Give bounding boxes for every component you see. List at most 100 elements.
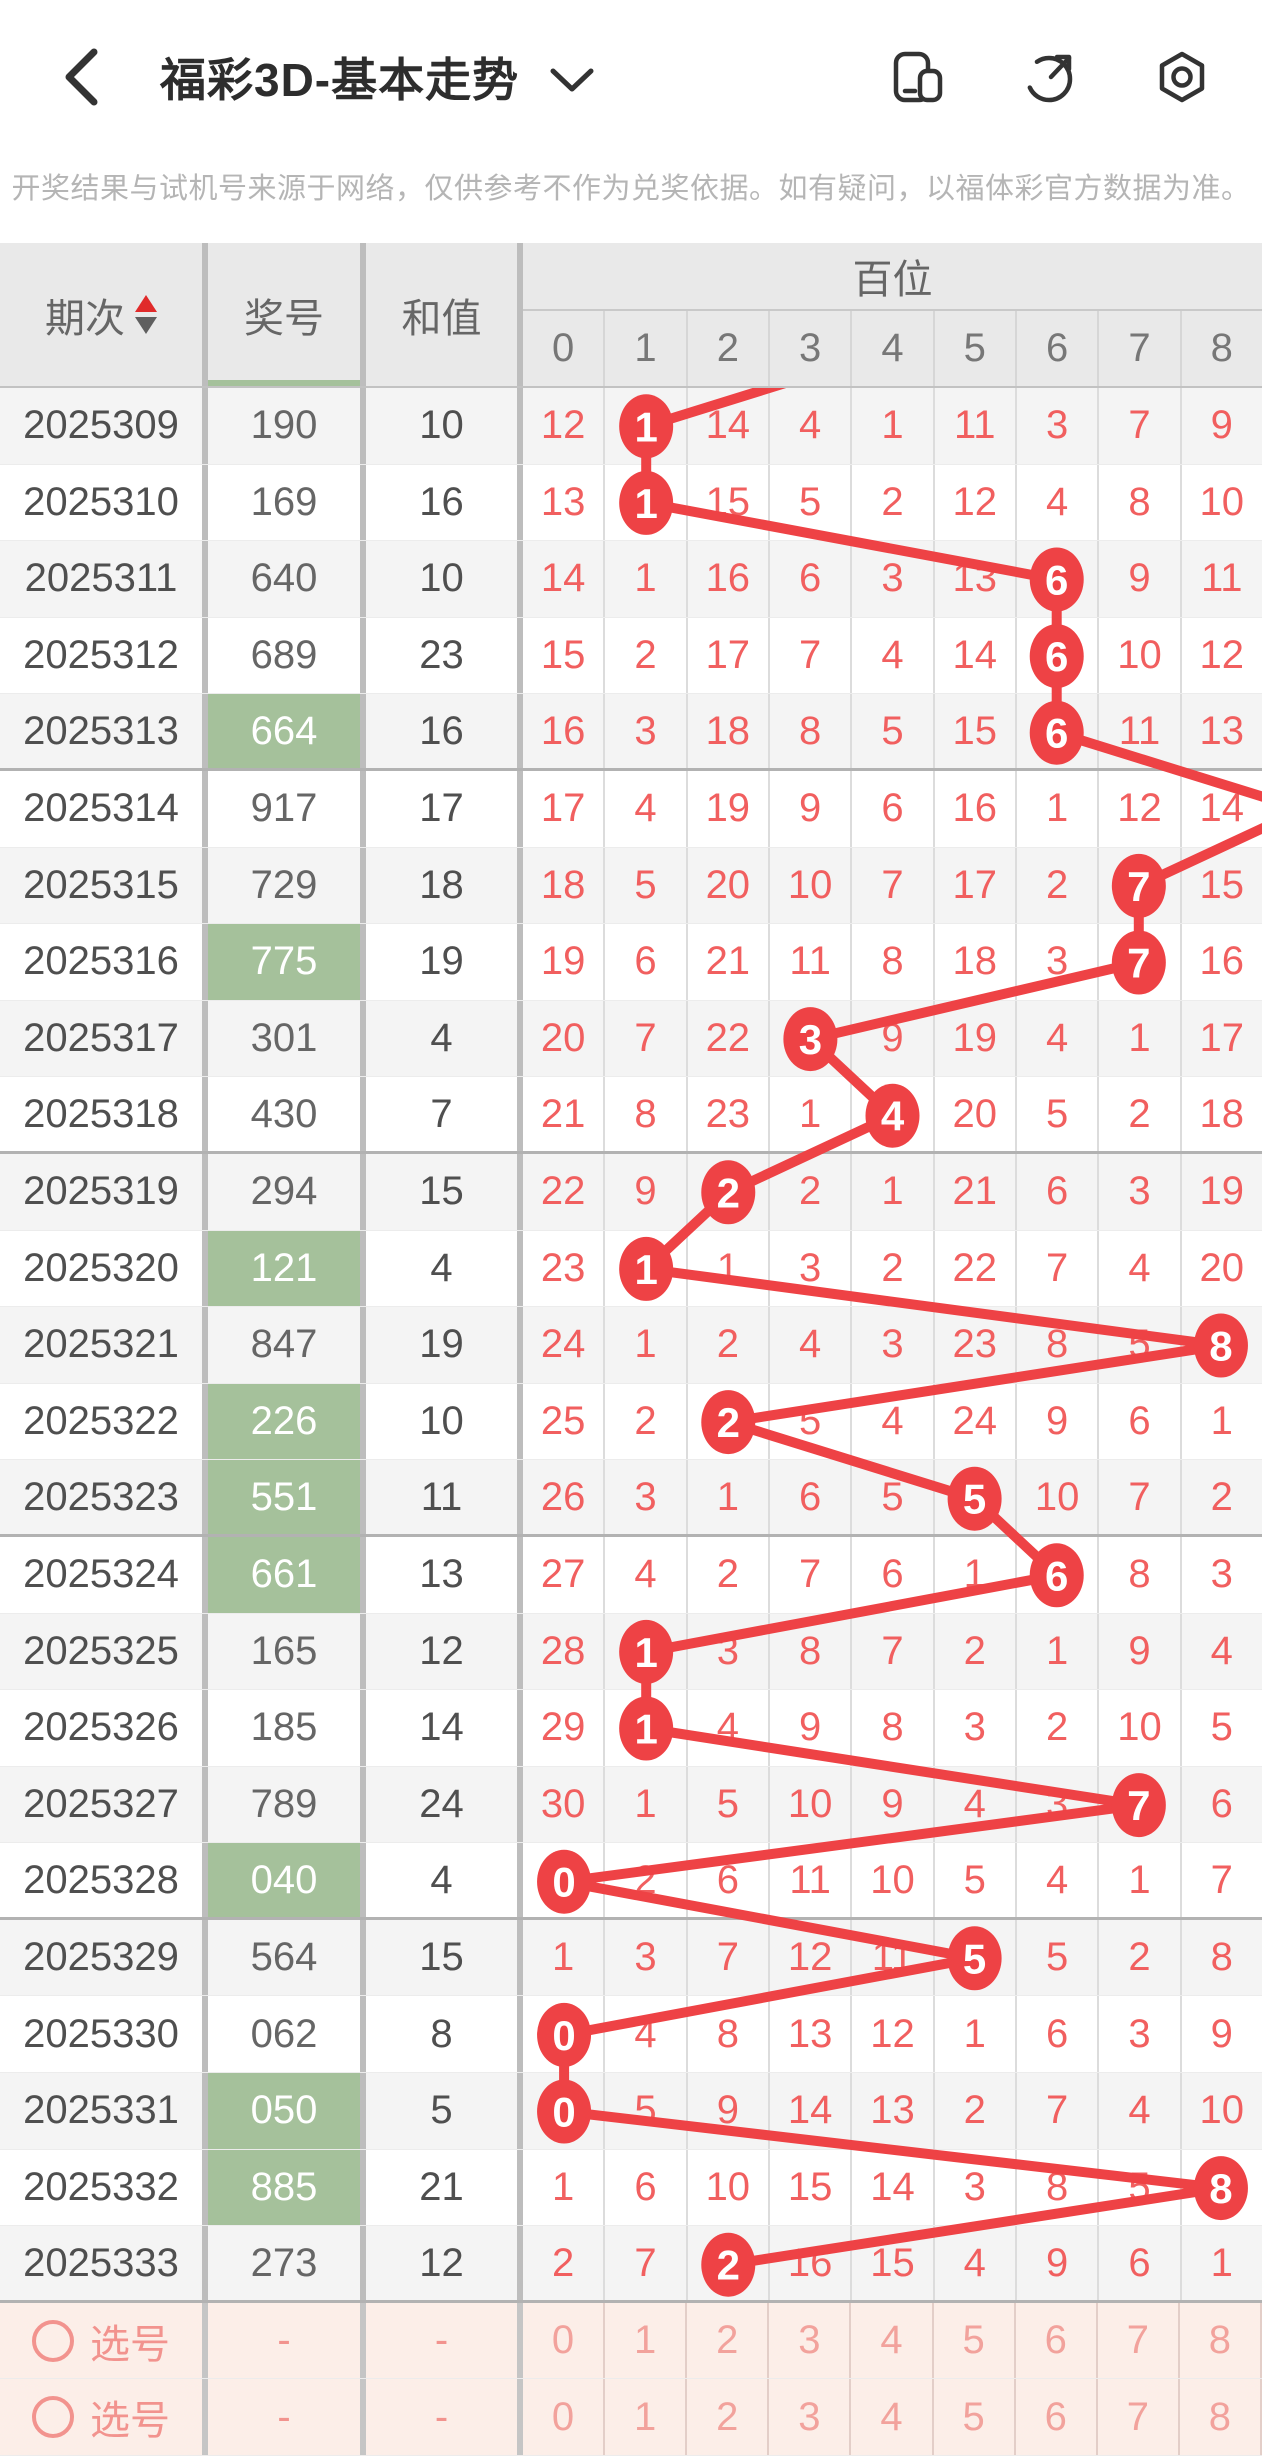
select-digit-cell[interactable]: 1 bbox=[605, 2302, 688, 2379]
miss-count-cell: 7 bbox=[1099, 1766, 1182, 1843]
sum-cell: 19 bbox=[366, 924, 523, 1000]
miss-count-cell: 11 bbox=[935, 388, 1017, 464]
miss-count-cell: 13 bbox=[935, 541, 1017, 617]
miss-count-cell: 8 bbox=[1099, 464, 1182, 541]
miss-count-cell: 3 bbox=[1099, 1153, 1182, 1230]
multi-window-icon[interactable] bbox=[892, 51, 944, 103]
digit-header-1: 1 bbox=[605, 311, 688, 386]
miss-count-cell: 4 bbox=[770, 1307, 853, 1383]
miss-count-cell: 4 bbox=[935, 1766, 1017, 1843]
miss-count-cell: 8 bbox=[1099, 1536, 1182, 1613]
select-digit-cell[interactable]: 0 bbox=[523, 2379, 606, 2456]
table-row: 2025327 789 24 30 1 5 10 9 4 3 7 6 bbox=[0, 1766, 1262, 1844]
select-digit-cell[interactable]: 2 bbox=[687, 2379, 770, 2456]
miss-count-cell: 11 bbox=[770, 1843, 853, 1917]
miss-count-cell: 22 bbox=[523, 1153, 606, 1230]
miss-count-cell: 3 bbox=[1017, 388, 1100, 464]
table-row: 2025315 729 18 18 5 20 10 7 17 2 7 15 bbox=[0, 847, 1262, 925]
select-digit-cell[interactable]: 3 bbox=[769, 2379, 852, 2456]
number-cell: 917 bbox=[208, 770, 366, 847]
select-digit-cell[interactable]: 8 bbox=[1180, 2302, 1262, 2379]
table-row: 2025332 885 21 1 6 10 15 14 3 8 5 8 bbox=[0, 2149, 1262, 2227]
select-row[interactable]: 选号 - -0 1 2 3 4 5 6 7 8 bbox=[0, 2379, 1262, 2456]
miss-count-cell: 13 bbox=[770, 1996, 853, 2073]
select-label-cell[interactable]: 选号 bbox=[0, 2302, 208, 2379]
number-cell: 430 bbox=[208, 1077, 366, 1151]
miss-count-cell: 19 bbox=[935, 1000, 1017, 1077]
table-row: 2025312 689 23 15 2 17 7 4 14 6 10 12 bbox=[0, 617, 1262, 695]
settings-icon[interactable] bbox=[1156, 51, 1208, 103]
select-digit-cell[interactable]: 7 bbox=[1098, 2302, 1180, 2379]
period-cell: 2025315 bbox=[0, 847, 208, 924]
miss-count-cell: 6 bbox=[852, 1536, 935, 1613]
miss-count-cell: 1 bbox=[605, 464, 688, 541]
select-digit-cell[interactable]: 3 bbox=[769, 2302, 852, 2379]
period-cell: 2025328 bbox=[0, 1843, 208, 1917]
select-digit-cell[interactable]: 2 bbox=[687, 2302, 770, 2379]
select-digit-cell[interactable]: 1 bbox=[605, 2379, 688, 2456]
number-cell: 273 bbox=[208, 2226, 366, 2300]
miss-count-cell: 10 bbox=[1199, 479, 1245, 524]
select-digit-cell[interactable]: 6 bbox=[1016, 2379, 1098, 2456]
miss-count-cell: 2 bbox=[688, 1536, 770, 1613]
select-label-cell[interactable]: 选号 bbox=[0, 2379, 208, 2456]
number-cell: 664 bbox=[208, 694, 366, 768]
select-digit-cell[interactable]: 4 bbox=[851, 2302, 934, 2379]
miss-count-cell: 26 bbox=[523, 1460, 606, 1534]
miss-count-cell: 3 bbox=[770, 1230, 853, 1307]
miss-count-cell: 4 bbox=[1099, 1230, 1182, 1307]
miss-count-cell: 16 bbox=[1199, 939, 1245, 984]
select-digit-cell[interactable]: 7 bbox=[1098, 2379, 1180, 2456]
miss-count-cell: 8 bbox=[688, 1996, 770, 2073]
miss-count-cell: 6 bbox=[852, 770, 935, 847]
miss-count-cell: 9 bbox=[1210, 403, 1233, 448]
digit-header-3: 3 bbox=[770, 311, 853, 386]
miss-count-cell: 5 bbox=[605, 847, 688, 924]
miss-count-cell: 11 bbox=[1099, 694, 1182, 768]
miss-count-cell: 7 bbox=[1099, 847, 1182, 924]
miss-count-cell: 1 bbox=[605, 1307, 688, 1383]
title-dropdown-button[interactable] bbox=[549, 67, 595, 98]
number-cell: 190 bbox=[208, 388, 366, 464]
select-radio-icon bbox=[32, 2319, 74, 2362]
sum-column-header: 和值 bbox=[366, 243, 523, 386]
number-cell: 301 bbox=[208, 1000, 366, 1077]
period-column-header[interactable]: 期次 bbox=[0, 243, 208, 386]
miss-count-cell: 6 bbox=[1017, 1153, 1100, 1230]
miss-count-cell: 2 bbox=[1099, 1919, 1182, 1996]
table-row: 2025331 050 5 0 5 9 14 13 2 7 4 10 bbox=[0, 2073, 1262, 2150]
select-digit-cell[interactable]: 4 bbox=[851, 2379, 934, 2456]
miss-count-cell: 5 bbox=[770, 1383, 853, 1460]
miss-count-cell: 16 bbox=[523, 694, 606, 768]
period-cell: 2025317 bbox=[0, 1000, 208, 1077]
miss-count-cell: 16 bbox=[688, 541, 770, 617]
number-cell: 040 bbox=[208, 1843, 366, 1917]
table-row: 2025321 847 19 24 1 2 4 3 23 8 5 8 bbox=[0, 1307, 1262, 1384]
miss-count-cell: 10 bbox=[1099, 1690, 1182, 1766]
back-button[interactable] bbox=[58, 47, 104, 107]
miss-count-cell: 3 bbox=[852, 541, 935, 617]
nav-icons bbox=[892, 51, 1208, 103]
select-digit-cell[interactable]: 0 bbox=[523, 2302, 606, 2379]
miss-count-cell: 21 bbox=[688, 924, 770, 1000]
sum-cell: 24 bbox=[366, 1766, 523, 1843]
miss-count-cell: 5 bbox=[770, 464, 853, 541]
select-digit-cell[interactable]: 5 bbox=[934, 2379, 1016, 2456]
select-digit-cell[interactable]: 5 bbox=[934, 2302, 1016, 2379]
miss-count-cell: 22 bbox=[688, 1000, 770, 1077]
select-digit-cell[interactable]: 6 bbox=[1016, 2302, 1098, 2379]
number-column-header: 奖号 bbox=[208, 243, 366, 386]
share-icon[interactable] bbox=[1024, 51, 1076, 103]
period-cell: 2025319 bbox=[0, 1153, 208, 1230]
number-cell: 551 bbox=[208, 1460, 366, 1534]
sum-cell: 16 bbox=[366, 694, 523, 768]
select-row[interactable]: 选号 - -0 1 2 3 4 5 6 7 8 bbox=[0, 2302, 1262, 2380]
number-cell: 775 bbox=[208, 924, 366, 1000]
miss-count-cell: 1 bbox=[523, 1919, 606, 1996]
miss-count-cell: 4 bbox=[1099, 2073, 1182, 2149]
period-cell: 2025322 bbox=[0, 1383, 208, 1460]
miss-count-cell: 5 bbox=[935, 1919, 1017, 1996]
select-digit-cell[interactable]: 8 bbox=[1180, 2379, 1262, 2456]
number-cell: 050 bbox=[208, 2073, 366, 2149]
miss-count-cell: 6 bbox=[770, 541, 853, 617]
